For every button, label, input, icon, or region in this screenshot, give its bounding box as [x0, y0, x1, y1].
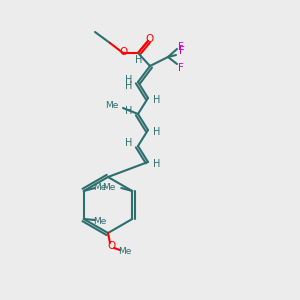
Text: H: H [153, 95, 161, 105]
Text: H: H [125, 138, 133, 148]
Text: Me: Me [118, 247, 132, 256]
Text: H: H [125, 106, 133, 116]
Text: Me: Me [93, 182, 106, 191]
Text: Me: Me [93, 217, 106, 226]
Text: F: F [178, 63, 184, 73]
Text: Me: Me [102, 182, 115, 191]
Text: O: O [120, 47, 128, 57]
Text: H: H [125, 81, 133, 91]
Text: H: H [125, 75, 133, 85]
Text: O: O [146, 34, 154, 44]
Text: O: O [107, 241, 115, 251]
Text: F: F [179, 46, 185, 56]
Text: H: H [135, 55, 143, 65]
Text: F: F [178, 42, 184, 52]
Text: Me: Me [105, 101, 118, 110]
Text: H: H [153, 159, 161, 169]
Text: H: H [153, 127, 161, 137]
